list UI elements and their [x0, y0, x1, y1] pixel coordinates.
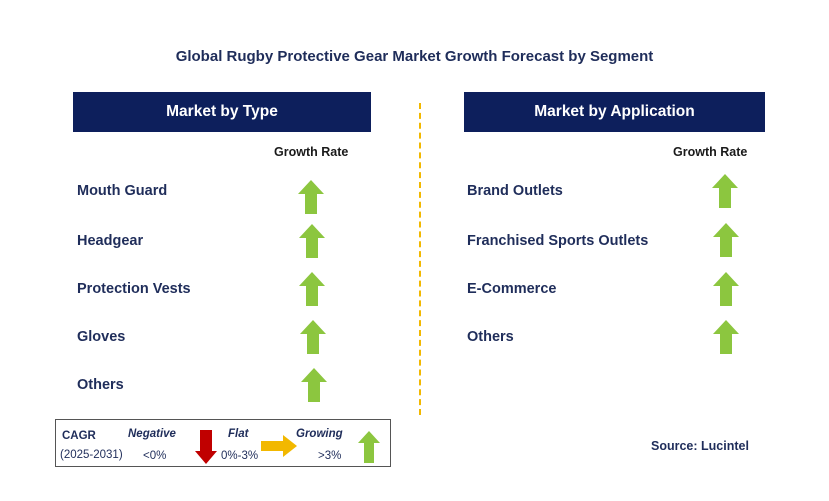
growing-arrow-icon [300, 320, 326, 354]
legend-flat-label: Flat [228, 428, 249, 440]
chart-title: Global Rugby Protective Gear Market Grow… [175, 48, 654, 65]
type-item-protection-vests: Protection Vests [77, 281, 191, 297]
growing-arrow-icon [299, 224, 325, 258]
market-by-type-header: Market by Type [73, 92, 371, 132]
growing-arrow-icon [358, 431, 380, 463]
legend-negative-label: Negative [128, 428, 176, 440]
growing-arrow-icon [299, 272, 325, 306]
legend-cagr-label: CAGR [62, 430, 96, 442]
growing-arrow-icon [713, 223, 739, 257]
legend-flat-range: 0%-3% [221, 450, 259, 462]
cagr-legend: CAGR (2025-2031) Negative <0% Flat 0%-3%… [55, 419, 391, 467]
application-item-franchised-sports-outlets: Franchised Sports Outlets [467, 233, 649, 249]
type-item-gloves: Gloves [77, 329, 126, 345]
legend-period: (2025-2031) [60, 449, 123, 461]
type-item-others: Others [77, 377, 124, 393]
growing-arrow-icon [298, 180, 324, 214]
type-growth-rate-label: Growth Rate [274, 145, 349, 159]
growing-arrow-icon [712, 174, 738, 208]
application-item-others: Others [467, 329, 514, 345]
type-item-mouth-guard: Mouth Guard [77, 183, 168, 199]
flat-arrow-icon [261, 435, 297, 457]
application-item-e-commerce: E-Commerce [467, 281, 557, 297]
growing-arrow-icon [301, 368, 327, 402]
growing-arrow-icon [713, 272, 739, 306]
negative-arrow-icon [195, 430, 217, 464]
type-item-headgear: Headgear [77, 233, 144, 249]
source-note: Source: Lucintel [651, 439, 749, 453]
legend-growing-label: Growing [296, 428, 343, 440]
market-by-application-header: Market by Application [464, 92, 765, 132]
growing-arrow-icon [713, 320, 739, 354]
panel-divider [419, 103, 421, 415]
application-item-brand-outlets: Brand Outlets [467, 183, 563, 199]
application-growth-rate-label: Growth Rate [673, 145, 748, 159]
legend-growing-range: >3% [318, 450, 342, 462]
legend-negative-range: <0% [143, 450, 167, 462]
